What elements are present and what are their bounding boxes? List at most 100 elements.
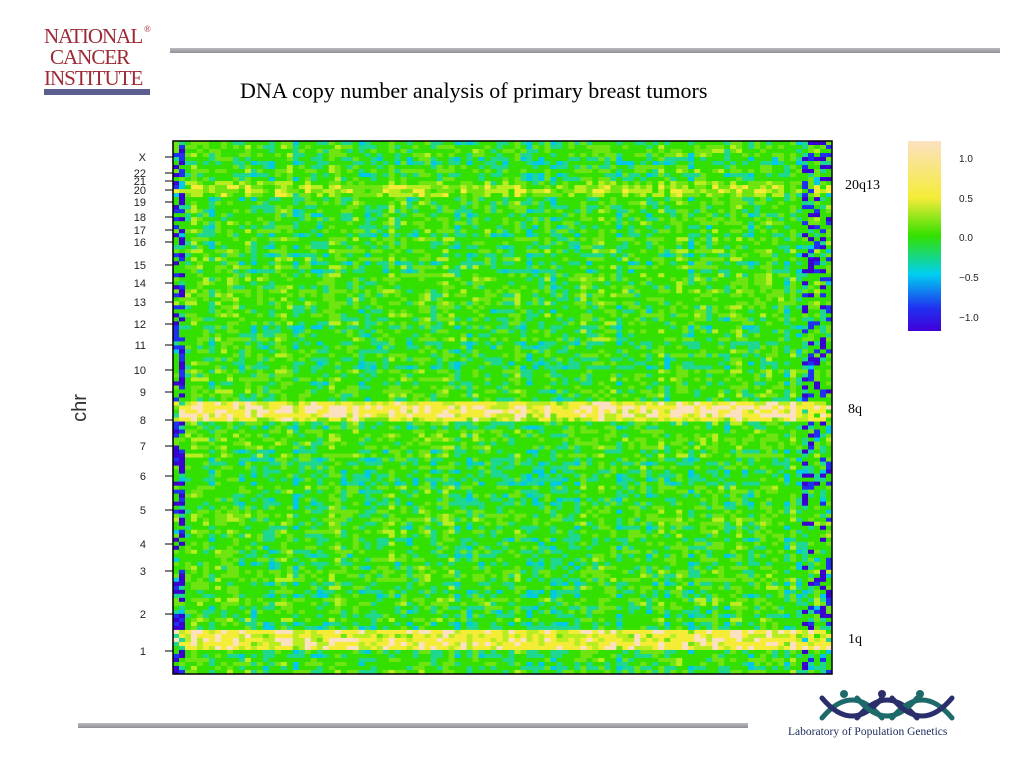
heatmap-cell (238, 205, 246, 210)
heatmap-cell (610, 217, 617, 222)
heatmap-cell (634, 201, 641, 206)
heatmap-cell (628, 141, 635, 146)
heatmap-cell (436, 209, 443, 214)
heatmap-cell (628, 241, 635, 246)
heatmap-cell (340, 301, 348, 306)
heatmap-cell (670, 177, 677, 182)
heatmap-cell (538, 261, 545, 266)
heatmap-cell (664, 201, 671, 206)
heatmap-cell (364, 245, 372, 250)
heatmap-cell (442, 149, 449, 154)
heatmap-cell (418, 225, 426, 230)
heatmap-cell (292, 141, 300, 146)
heatmap-cell (202, 321, 210, 326)
heatmap-cell (550, 213, 557, 218)
heatmap-cell (748, 301, 755, 306)
heatmap-cell (592, 149, 599, 154)
heatmap-cell (538, 165, 545, 170)
heatmap-cell (232, 305, 240, 310)
heatmap-cell (496, 165, 503, 170)
heatmap-cell (196, 173, 204, 178)
heatmap-cell (346, 285, 354, 290)
heatmap-cell (364, 313, 372, 318)
heatmap-cell (178, 205, 186, 210)
heatmap-cell (280, 197, 288, 202)
heatmap-cell (208, 285, 216, 290)
heatmap-cell (388, 309, 396, 314)
heatmap-cell (424, 229, 432, 234)
heatmap-cell (568, 265, 575, 270)
nci-logo-line2: CANCER (50, 45, 130, 69)
heatmap-cell (700, 201, 707, 206)
heatmap-cell (298, 289, 306, 294)
heatmap-cell (640, 157, 647, 162)
heatmap-cell (784, 221, 791, 226)
heatmap-cell (790, 273, 797, 278)
heatmap-cell (208, 317, 216, 322)
heatmap-cell (472, 265, 479, 270)
heatmap-cell (226, 149, 234, 154)
heatmap-cell (778, 153, 785, 158)
heatmap-cell (490, 209, 497, 214)
heatmap-cell (664, 161, 671, 166)
heatmap-cell (760, 173, 767, 178)
heatmap-cell (436, 297, 443, 302)
heatmap-cell (574, 201, 581, 206)
heatmap-cell (256, 261, 264, 266)
heatmap-cell (568, 273, 575, 278)
heatmap-cell (754, 265, 761, 270)
heatmap-cell (346, 177, 354, 182)
heatmap-cell (394, 149, 402, 154)
heatmap-cell (328, 269, 336, 274)
heatmap-cell (550, 301, 557, 306)
heatmap-cell (304, 321, 312, 326)
heatmap-cell (173, 157, 180, 162)
heatmap-cell (760, 205, 767, 210)
heatmap-cell (406, 165, 414, 170)
heatmap-cell (502, 245, 509, 250)
heatmap-cell (526, 145, 533, 150)
heatmap-cell (244, 277, 252, 282)
heatmap-cell (496, 185, 503, 190)
heatmap-cell (226, 193, 234, 198)
heatmap-cell (664, 305, 671, 310)
heatmap-cell (418, 145, 426, 150)
registered-mark: ® (144, 24, 151, 34)
heatmap-cell (634, 309, 641, 314)
heatmap-cell (568, 213, 575, 218)
heatmap-cell (700, 241, 707, 246)
heatmap-cell (298, 141, 306, 146)
heatmap-cell (484, 253, 491, 258)
heatmap-cell (322, 157, 330, 162)
heatmap-cell (652, 193, 659, 198)
heatmap-cell (244, 281, 252, 286)
heatmap-cell (550, 261, 557, 266)
heatmap-cell (712, 177, 719, 182)
heatmap-cell (568, 229, 575, 234)
heatmap-cell (622, 197, 629, 202)
heatmap-cell (730, 285, 737, 290)
heatmap-cell (502, 285, 509, 290)
heatmap-cell (634, 173, 641, 178)
heatmap-cell (208, 249, 216, 254)
heatmap-cell (826, 145, 833, 150)
heatmap-cell (610, 265, 617, 270)
heatmap-cell (238, 321, 246, 326)
heatmap-cell (580, 313, 587, 318)
heatmap-cell (586, 193, 593, 198)
heatmap-cell (532, 173, 539, 178)
heatmap-cell (820, 269, 827, 274)
heatmap-cell (394, 141, 402, 146)
heatmap-cell (184, 153, 192, 158)
heatmap-cell (286, 197, 294, 202)
heatmap-cell (514, 257, 521, 262)
heatmap-cell (568, 165, 575, 170)
heatmap-cell (610, 169, 617, 174)
heatmap-cell (688, 205, 695, 210)
heatmap-cell (202, 213, 210, 218)
heatmap-cell (640, 317, 647, 322)
heatmap-cell (604, 157, 611, 162)
heatmap-cell (232, 149, 240, 154)
heatmap-cell (442, 221, 449, 226)
heatmap-cell (586, 245, 593, 250)
